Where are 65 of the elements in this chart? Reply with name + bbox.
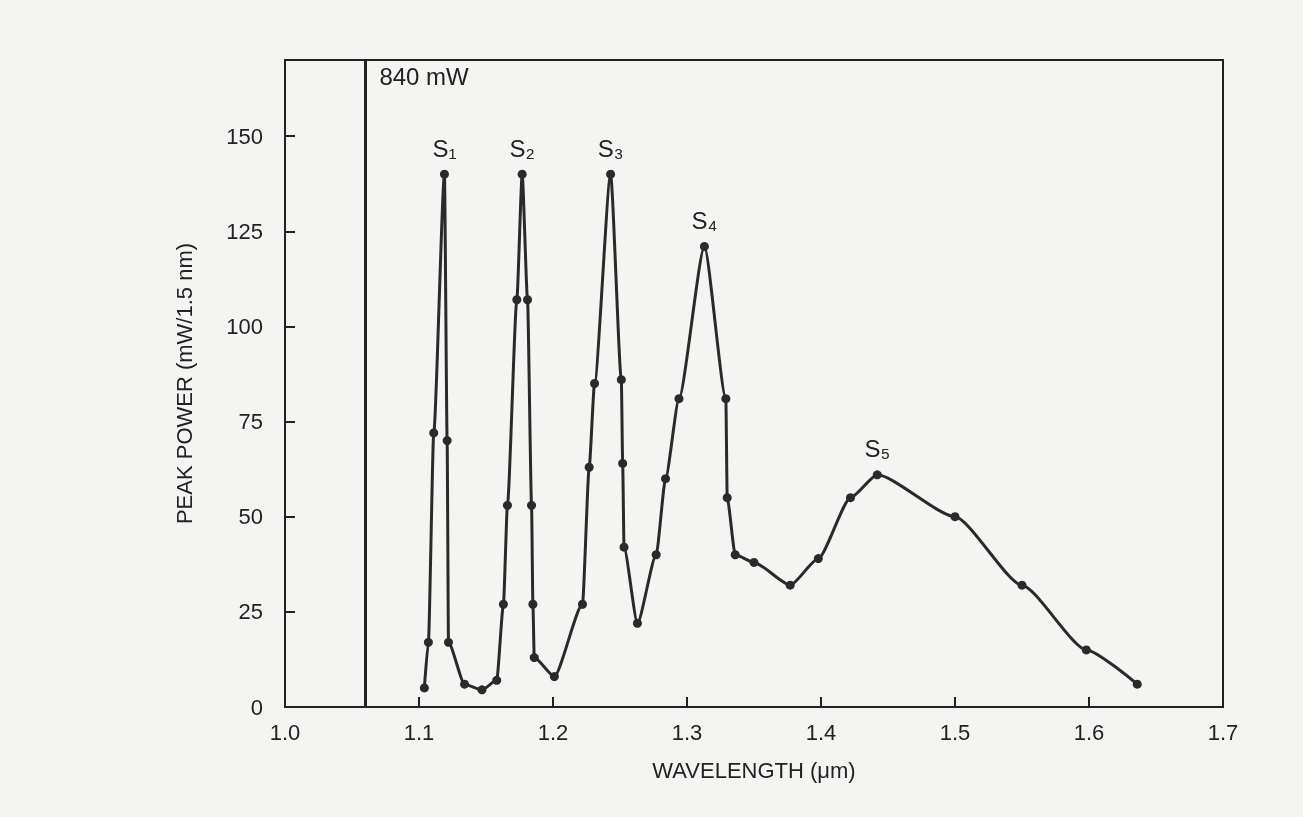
point <box>584 462 594 472</box>
point <box>590 379 600 388</box>
point <box>813 554 823 564</box>
annotation: S₂ <box>509 134 535 162</box>
ref-line-label: 840 mW <box>379 62 470 90</box>
point <box>439 169 449 179</box>
point <box>498 599 508 609</box>
point <box>749 557 759 567</box>
point <box>872 470 882 480</box>
point <box>460 679 470 689</box>
point <box>502 500 512 510</box>
point <box>512 295 522 305</box>
y-tick-label: 100 <box>226 313 263 339</box>
x-tick-label: 1.6 <box>1073 719 1105 745</box>
y-tick-label: 150 <box>226 123 263 149</box>
point <box>616 375 626 385</box>
annotation: S₁ <box>432 134 457 162</box>
x-tick-label: 1.7 <box>1207 719 1239 745</box>
point <box>1132 679 1142 689</box>
x-tick-label: 1.4 <box>805 719 837 745</box>
point <box>1017 580 1027 590</box>
point <box>523 295 533 305</box>
point <box>722 493 732 503</box>
point <box>429 428 439 438</box>
y-tick-label: 125 <box>226 218 263 244</box>
point <box>618 458 628 468</box>
annotation: S₅ <box>864 435 891 463</box>
y-tick-label: 25 <box>238 599 263 625</box>
point <box>699 241 709 251</box>
point <box>477 685 487 695</box>
point <box>721 394 731 404</box>
point <box>674 394 684 404</box>
y-axis-title: PEAK POWER (mW/1.5 nm) <box>171 242 197 525</box>
point <box>443 637 453 647</box>
point <box>730 550 740 560</box>
point <box>785 580 795 590</box>
x-tick-label: 1.5 <box>939 719 971 745</box>
x-tick-label: 1.3 <box>671 719 703 745</box>
x-tick-label: 1.2 <box>537 719 569 745</box>
x-axis-title: WAVELENGTH (μm) <box>652 757 856 783</box>
point <box>632 618 642 628</box>
point <box>950 512 960 522</box>
point <box>549 672 559 682</box>
y-tick-label: 75 <box>238 409 263 435</box>
point <box>1081 645 1091 655</box>
point <box>577 599 587 609</box>
point <box>651 550 661 560</box>
y-tick-label: 50 <box>238 504 263 530</box>
point <box>517 169 527 179</box>
point <box>419 683 429 693</box>
point <box>661 474 671 484</box>
point <box>606 169 616 179</box>
annotation: S₃ <box>597 134 624 162</box>
point <box>845 493 855 503</box>
x-tick-label: 1.1 <box>403 719 435 745</box>
point <box>442 436 452 446</box>
x-tick-label: 1.0 <box>269 719 301 745</box>
annotation: S₄ <box>691 206 718 234</box>
point <box>423 637 433 647</box>
point <box>528 599 538 609</box>
point <box>619 542 629 552</box>
point <box>527 500 537 510</box>
point <box>492 675 502 685</box>
y-tick-label: 0 <box>250 694 263 720</box>
point <box>529 653 539 663</box>
